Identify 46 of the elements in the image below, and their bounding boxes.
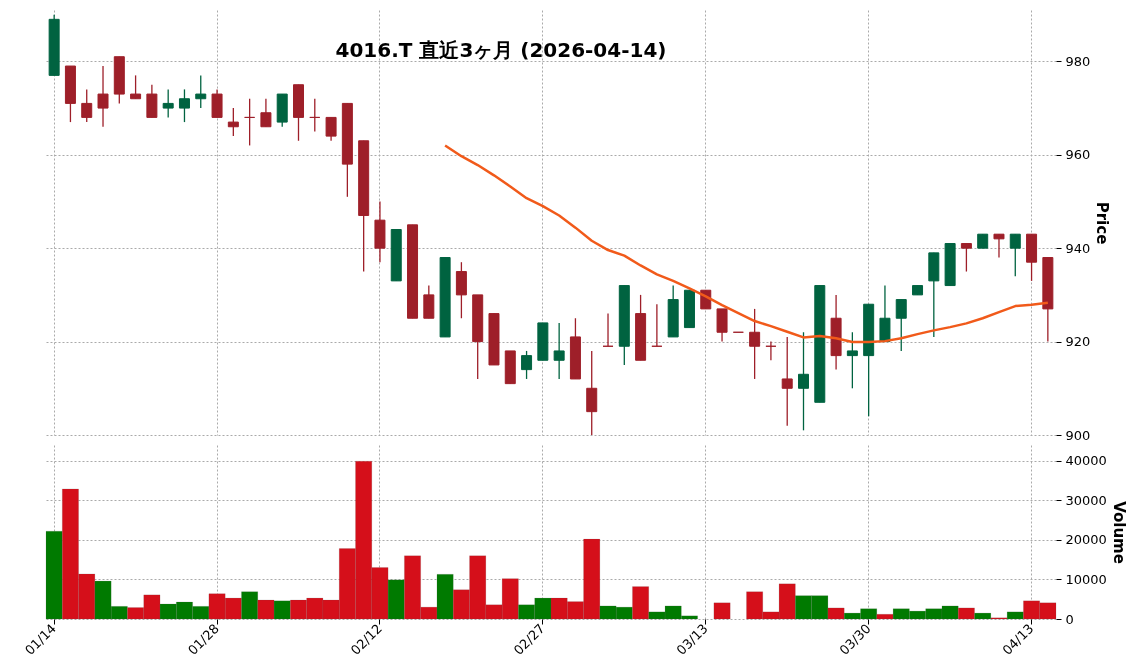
candlestick <box>81 88 93 123</box>
candlestick <box>178 88 190 123</box>
candlestick <box>195 74 207 109</box>
candlestick <box>798 331 809 431</box>
y-axis-title: Volume <box>1109 501 1128 564</box>
y-tick-label: 900 <box>1065 427 1091 443</box>
text: 4016.T 直近3ヶ月 (2026-04-14) <box>335 38 667 62</box>
candlestick <box>97 65 109 128</box>
y-axis-title: Price <box>1093 201 1112 245</box>
candlestick <box>244 98 256 147</box>
line-series <box>443 144 1050 344</box>
candlestick <box>765 340 777 361</box>
candlestick <box>130 74 142 100</box>
candlestick <box>521 350 533 380</box>
candlestick <box>309 98 321 133</box>
candlestick <box>602 312 614 347</box>
y-tick-label: 940 <box>1065 240 1091 256</box>
candlestick <box>146 84 158 119</box>
candlestick <box>781 336 793 427</box>
y-tick-label: 10000 <box>1065 571 1107 587</box>
y-tick-label: 980 <box>1065 53 1091 69</box>
candlestick <box>162 88 174 119</box>
y-tick-label: 20000 <box>1065 532 1107 548</box>
candlestick <box>895 298 907 352</box>
y-tick-label: 30000 <box>1065 492 1107 508</box>
candlestick <box>846 331 858 389</box>
y-tick-label: 40000 <box>1065 453 1107 469</box>
candlestick <box>749 308 761 380</box>
candlestick <box>227 107 239 137</box>
candlestick <box>553 322 565 380</box>
candlestick <box>716 308 728 343</box>
candlestick <box>1009 233 1021 277</box>
candlestick <box>993 233 1005 259</box>
candlestick <box>651 303 663 347</box>
bar <box>713 602 731 620</box>
candlestick <box>586 350 598 436</box>
candlestick <box>423 284 435 319</box>
y-tick-label: 960 <box>1065 147 1091 163</box>
y-tick-label: 920 <box>1065 334 1091 350</box>
candlestick <box>960 242 972 273</box>
candlestick <box>211 88 223 119</box>
candlestick <box>260 98 272 128</box>
y-tick-label: 0 <box>1065 611 1074 627</box>
candlestick <box>879 284 891 343</box>
candlestick <box>455 261 467 319</box>
candlestick <box>325 116 337 142</box>
